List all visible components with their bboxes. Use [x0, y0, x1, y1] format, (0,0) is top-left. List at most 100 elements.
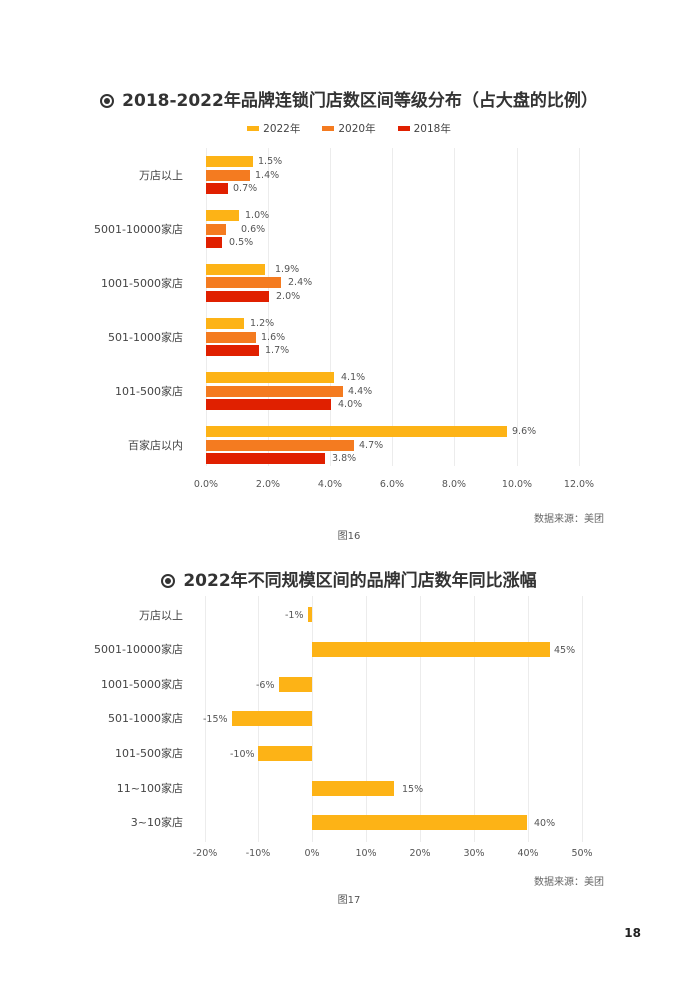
x-tick: 40%	[517, 848, 539, 859]
value-label: -15%	[203, 714, 228, 725]
bar-2022	[206, 210, 239, 221]
value-label: 4.0%	[338, 399, 363, 410]
value-label: 2.0%	[276, 291, 301, 302]
bar-2020	[206, 440, 354, 451]
x-tick: -10%	[245, 848, 271, 859]
value-label: 1.7%	[265, 345, 290, 356]
gridline	[528, 596, 529, 842]
value-label: 2.4%	[288, 277, 313, 288]
category-label: 3~10家店	[130, 816, 183, 829]
category-label: 11~100家店	[116, 782, 183, 795]
value-label: -1%	[285, 610, 304, 621]
x-tick: 2.0%	[255, 479, 281, 490]
x-tick: 20%	[409, 848, 431, 859]
value-label: 3.8%	[332, 453, 357, 464]
value-label: 4.1%	[341, 372, 366, 383]
gridline	[579, 148, 580, 466]
category-label: 101-500家店	[115, 747, 183, 760]
bar	[279, 677, 312, 692]
gridline	[582, 596, 583, 842]
bar-2022	[206, 156, 253, 167]
figure16-title: 2018-2022年品牌连锁门店数区间等级分布（占大盘的比例）	[122, 91, 598, 111]
value-label: 4.7%	[359, 440, 384, 451]
gridline	[366, 596, 367, 842]
x-tick: 6.0%	[379, 479, 405, 490]
value-label: 45%	[554, 645, 576, 656]
gridline	[205, 596, 206, 842]
figure17-caption: 图17	[337, 895, 361, 906]
figure17-title: 2022年不同规模区间的品牌门店数年同比涨幅	[183, 571, 537, 591]
x-tick: 50%	[571, 848, 593, 859]
x-tick: 4.0%	[317, 479, 343, 490]
bar-2020	[206, 224, 226, 235]
figure17-source: 数据来源：美团	[534, 877, 604, 888]
category-label: 501-1000家店	[108, 331, 183, 344]
gridline	[312, 596, 313, 842]
value-label: 1.0%	[245, 210, 270, 221]
figure16-title-row: 2018-2022年品牌连锁门店数区间等级分布（占大盘的比例）	[0, 86, 698, 111]
value-label: 1.5%	[258, 156, 283, 167]
legend-item-2020: 2020年	[322, 121, 376, 136]
value-label: 1.2%	[250, 318, 275, 329]
category-label: 1001-5000家店	[101, 678, 183, 691]
category-label: 5001-10000家店	[94, 643, 183, 656]
x-tick: 10%	[355, 848, 377, 859]
category-label: 5001-10000家店	[94, 223, 183, 236]
bar-2018	[206, 399, 331, 410]
bar	[312, 642, 550, 657]
figure17-title-row: 2022年不同规模区间的品牌门店数年同比涨幅	[0, 566, 698, 591]
x-tick: 8.0%	[441, 479, 467, 490]
legend-label: 2022年	[263, 123, 301, 135]
figure16-caption: 图16	[337, 531, 361, 542]
bar-2020	[206, 170, 250, 181]
category-label: 501-1000家店	[108, 712, 183, 725]
legend-label: 2018年	[413, 123, 451, 135]
gridline	[392, 148, 393, 466]
gridline	[268, 148, 269, 466]
bar-2020	[206, 277, 281, 288]
bar-2018	[206, 453, 325, 464]
category-label: 万店以上	[139, 609, 183, 622]
value-label: 40%	[534, 818, 556, 829]
value-label: 4.4%	[348, 386, 373, 397]
legend-swatch-2022	[247, 126, 260, 131]
value-label: 15%	[402, 784, 424, 795]
bullet-circle-icon	[100, 94, 115, 108]
x-tick: 0%	[304, 848, 320, 859]
value-label: -10%	[230, 749, 255, 760]
figure16-source: 数据来源：美团	[534, 514, 604, 525]
gridline	[420, 596, 421, 842]
bar-2018	[206, 237, 222, 248]
bar-2022	[206, 318, 244, 329]
category-label: 百家店以内	[128, 439, 183, 452]
bar	[232, 711, 312, 726]
x-tick: 12.0%	[563, 479, 595, 490]
value-label: 0.6%	[241, 224, 266, 235]
gridline	[330, 148, 331, 466]
value-label: 9.6%	[512, 426, 537, 437]
bar-2020	[206, 332, 256, 343]
value-label: 0.5%	[229, 237, 254, 248]
gridline	[454, 148, 455, 466]
gridline	[206, 148, 207, 466]
x-tick: 10.0%	[501, 479, 533, 490]
x-tick: -20%	[192, 848, 218, 859]
bullet-circle-icon	[161, 574, 176, 588]
value-label: 1.9%	[275, 264, 300, 275]
legend-swatch-2020	[322, 126, 335, 131]
bar-2018	[206, 345, 259, 356]
legend-swatch-2018	[397, 126, 410, 131]
bar-2018	[206, 183, 228, 194]
x-tick: 30%	[463, 848, 485, 859]
bar	[312, 781, 394, 796]
x-tick: 0.0%	[193, 479, 219, 490]
bar	[308, 607, 312, 622]
bar	[312, 815, 527, 830]
gridline	[517, 148, 518, 466]
legend-item-2022: 2022年	[247, 121, 300, 136]
bar-2022	[206, 264, 265, 275]
value-label: 1.4%	[255, 170, 280, 181]
value-label: -6%	[256, 680, 275, 691]
bar-2022	[206, 426, 507, 437]
legend-item-2018: 2018年	[397, 121, 451, 136]
